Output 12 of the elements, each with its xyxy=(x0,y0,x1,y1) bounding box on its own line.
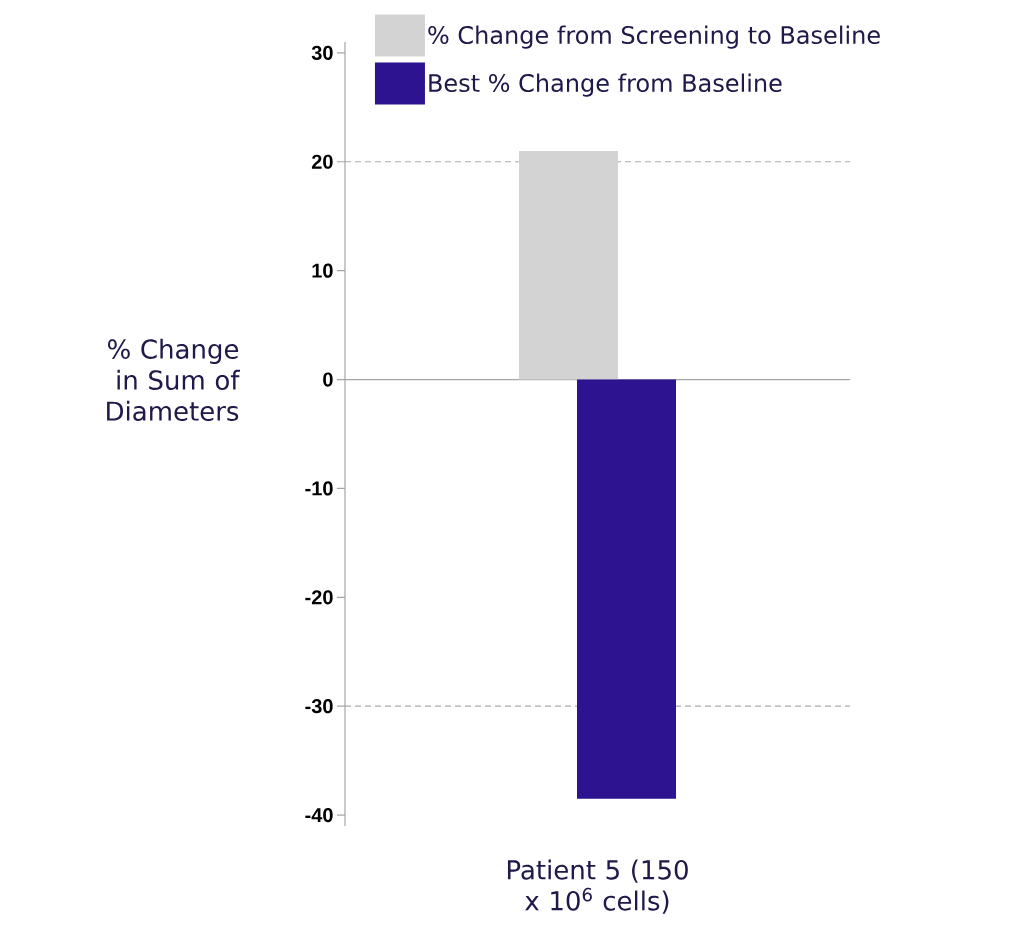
y-tick-label: 30 xyxy=(311,45,333,60)
x-tick-label: Patient 5 (150 x 10$^{6}$ cells) xyxy=(507,859,688,914)
y-tick-label: 10 xyxy=(312,263,333,278)
y-tick-label: -10 xyxy=(305,481,333,496)
y-tick-label: 20 xyxy=(311,154,333,169)
legend-label: Best % Change from Baseline xyxy=(429,73,782,97)
legend-label: % Change from Screening to Baseline xyxy=(428,25,880,49)
y-tick-label: -20 xyxy=(305,590,333,605)
y-tick-label: -40 xyxy=(305,808,333,823)
y-axis-title: % Change in Sum of Diameters xyxy=(107,338,240,421)
y-tick-label: 0 xyxy=(323,372,333,387)
y-tick-label: -30 xyxy=(305,699,333,714)
